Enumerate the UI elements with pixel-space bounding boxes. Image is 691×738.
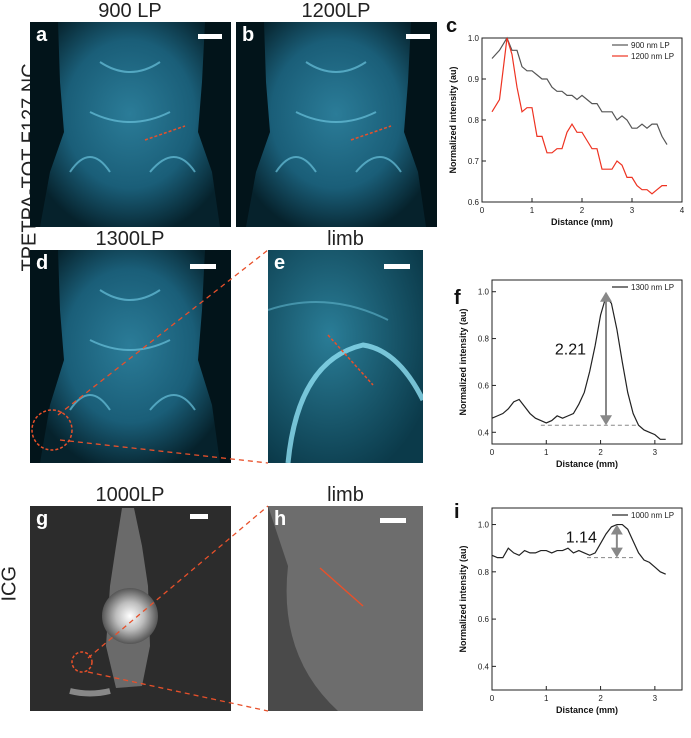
chart-c-xtick-label: 1 [530, 206, 535, 215]
chart-i-ytick-label: 0.6 [478, 615, 490, 624]
panel-g-title: 1000LP [95, 484, 165, 506]
chart-c-legend-label-0: 900 nm LP [631, 41, 670, 50]
chart-f-xtick-label: 1 [544, 448, 549, 457]
chart-c-xtick-label: 3 [630, 206, 635, 215]
chart-f-arrow-head-down [600, 415, 612, 426]
zoom-line-d-top [57, 249, 269, 416]
chart-i-frame [491, 507, 683, 691]
panel-g-scalebar [190, 514, 208, 519]
panel-a-image: a [30, 22, 231, 227]
chart-i-xlabel: Distance (mm) [556, 705, 618, 715]
panel-e-title: limb [327, 228, 364, 250]
panel-e-scalebar [384, 264, 410, 269]
panel-b-title: 1200LP [301, 0, 371, 22]
panel-e-limb [268, 250, 423, 463]
panel-h-limb [268, 506, 423, 711]
chart-c-series-0-line [491, 36, 668, 145]
chart-i-arrow-head-up [610, 524, 623, 535]
panel-h-scalebar [380, 518, 406, 523]
chart-f-ytick-label: 0.4 [478, 428, 490, 437]
zoom-line-g-bottom [87, 671, 269, 712]
chart-c-xtick-label: 2 [580, 206, 585, 215]
chart-f-ytick-label: 1.0 [478, 288, 490, 297]
panel-g-mouse [69, 508, 158, 697]
chart-c-xtick-label: 0 [480, 206, 485, 215]
chart-i-xtick-label: 3 [653, 694, 658, 703]
panel-b-letter: b [242, 24, 255, 46]
panel-h-letter: h [274, 508, 287, 530]
chart-c-xlabel: Distance (mm) [551, 217, 613, 227]
panel-d-mouse [31, 250, 220, 463]
chart-f-xtick-label: 2 [598, 448, 603, 457]
chart-f-ytick-label: 0.8 [478, 335, 490, 344]
chart-c-letter: c [446, 15, 457, 37]
chart-f-series-0-line [491, 295, 666, 440]
chart-i-xtick-label: 1 [544, 694, 549, 703]
zoom-line-d-bottom [59, 439, 269, 464]
chart-i-letter: i [454, 501, 460, 523]
chart-f-annotation: 2.21 [555, 341, 586, 358]
panel-b-mouse [246, 22, 426, 227]
panel-h-title: limb [327, 484, 364, 506]
panel-e-image: e [268, 250, 423, 463]
panel-a-title: 900 LP [98, 0, 162, 22]
chart-f-xlabel: Distance (mm) [556, 459, 618, 469]
panel-d-scalebar [190, 264, 216, 269]
chart-f: 0 1 2 3 0.4 0.6 0.8 1.0 Distance (mm) Normalized … [454, 279, 683, 469]
chart-i-xtick-label: 0 [490, 694, 495, 703]
chart-i-legend-label-0: 1000 nm LP [631, 511, 674, 520]
chart-i-ytick-label: 1.0 [478, 521, 490, 530]
chart-c-legend-label-1: 1200 nm LP [631, 52, 674, 61]
chart-c: 0 1 2 3 4 0.6 0.7 0.8 0.9 1.0 Distance (mm) Normali… [446, 15, 685, 227]
panel-d-image: d [30, 250, 231, 463]
panel-g-letter: g [36, 508, 49, 530]
panel-h-image: h [268, 506, 423, 711]
chart-f-letter: f [454, 287, 461, 309]
chart-f-arrow-head-up [600, 291, 612, 302]
chart-c-xtick-label: 4 [680, 206, 685, 215]
chart-i: 0 1 2 3 0.4 0.6 0.8 1.0 Distance (mm) Normalized … [454, 501, 683, 715]
chart-i-xtick-label: 2 [598, 694, 603, 703]
panel-g-image: g [30, 506, 231, 711]
chart-f-ylabel: Normalized intensity (au) [458, 308, 468, 415]
panel-a-scalebar [198, 34, 222, 39]
chart-i-ytick-label: 0.4 [478, 662, 490, 671]
chart-i-ytick-label: 0.8 [478, 568, 490, 577]
chart-f-legend-label-0: 1300 nm LP [631, 283, 674, 292]
panel-d-title: 1300LP [95, 228, 165, 250]
zoom-line-g-top [87, 505, 269, 659]
chart-c-frame [481, 37, 683, 203]
chart-i-series-0-line [491, 523, 666, 575]
chart-i-annotation: 1.14 [566, 530, 597, 547]
chart-c-series-1-line [491, 37, 667, 195]
chart-c-ytick-label: 0.6 [468, 198, 480, 207]
chart-c-ylabel: Normalized intensity (au) [448, 66, 458, 173]
chart-f-ytick-label: 0.6 [478, 381, 490, 390]
chart-i-arrow-head-down [610, 547, 623, 558]
chart-f-xtick-label: 3 [653, 448, 658, 457]
chart-c-ytick-label: 0.9 [468, 75, 480, 84]
chart-c-ytick-label: 1.0 [468, 34, 480, 43]
chart-c-ytick-label: 0.8 [468, 116, 480, 125]
chart-f-frame [491, 279, 683, 445]
panel-a-letter: a [36, 24, 48, 46]
panel-a-mouse [40, 22, 220, 227]
chart-f-xtick-label: 0 [490, 448, 495, 457]
panel-b-image: b [236, 22, 437, 227]
chart-i-ylabel: Normalized intensity (au) [458, 545, 468, 652]
chart-c-ytick-label: 0.7 [468, 157, 480, 166]
panel-d-letter: d [36, 252, 49, 274]
panel-e-letter: e [274, 252, 286, 274]
panel-b-scalebar [406, 34, 430, 39]
